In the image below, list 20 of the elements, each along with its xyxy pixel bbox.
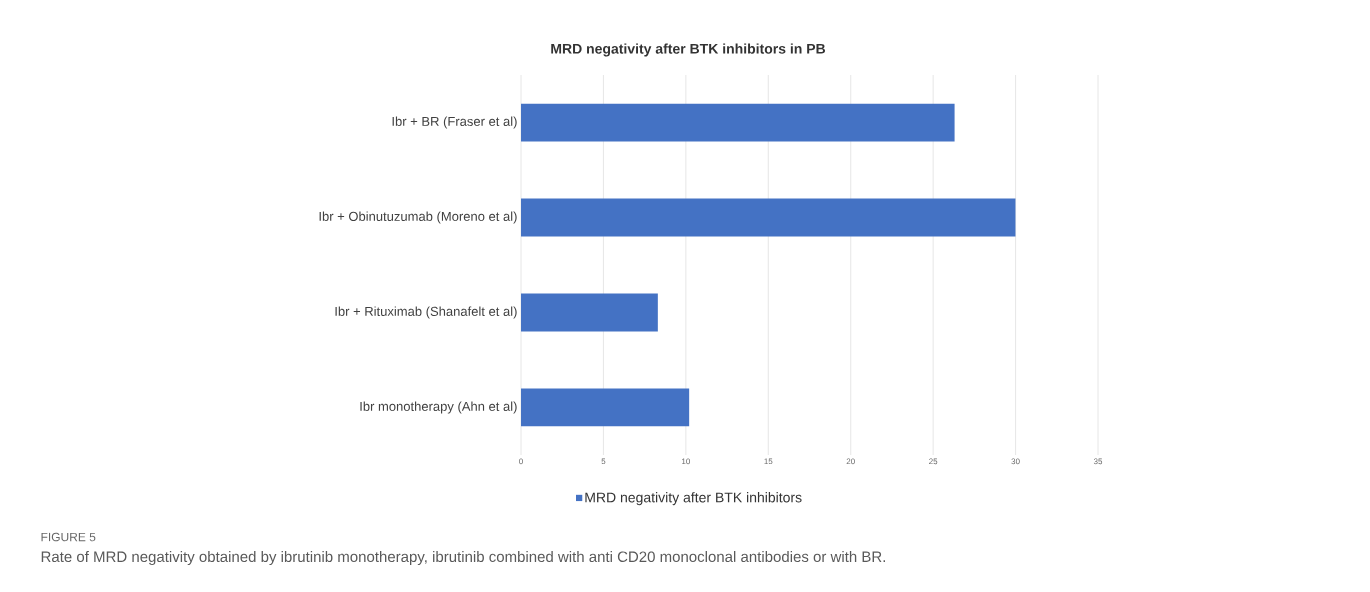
y-tick-label: Ibr + Obinutuzumab (Moreno et al): [319, 211, 517, 224]
caption: FIGURE 5: [41, 532, 96, 542]
bar: [521, 388, 690, 427]
x-tick-label: 10: [682, 458, 690, 465]
x-tick-label: 25: [929, 458, 938, 465]
x-tick-label: 20: [846, 458, 855, 465]
text: Rate of MRD negativity obtained by ibrutinib monotherapy, ibrutinib combined with anti CD20 monoclonal antibodies or with BR.: [41, 551, 885, 565]
x-tick-label: 0: [519, 458, 523, 465]
y-tick-label: Ibr + Rituximab (Shanafelt et al): [335, 306, 517, 319]
legend-label: MRD negativity after BTK inhibitors: [585, 492, 802, 506]
bar: [521, 198, 1016, 237]
bar: [521, 293, 658, 332]
x-tick-label: 5: [601, 458, 606, 465]
bar: [521, 103, 955, 142]
x-tick-label: 35: [1093, 458, 1103, 465]
x-tick-label: 15: [764, 458, 773, 465]
y-tick-label: Ibr + BR (Fraser et al): [392, 116, 517, 129]
y-tick-label: Ibr monotherapy (Ahn et al): [360, 401, 517, 414]
chart-title: MRD negativity after BTK inhibitors in PB: [551, 43, 826, 57]
x-tick-label: 30: [1011, 458, 1020, 465]
